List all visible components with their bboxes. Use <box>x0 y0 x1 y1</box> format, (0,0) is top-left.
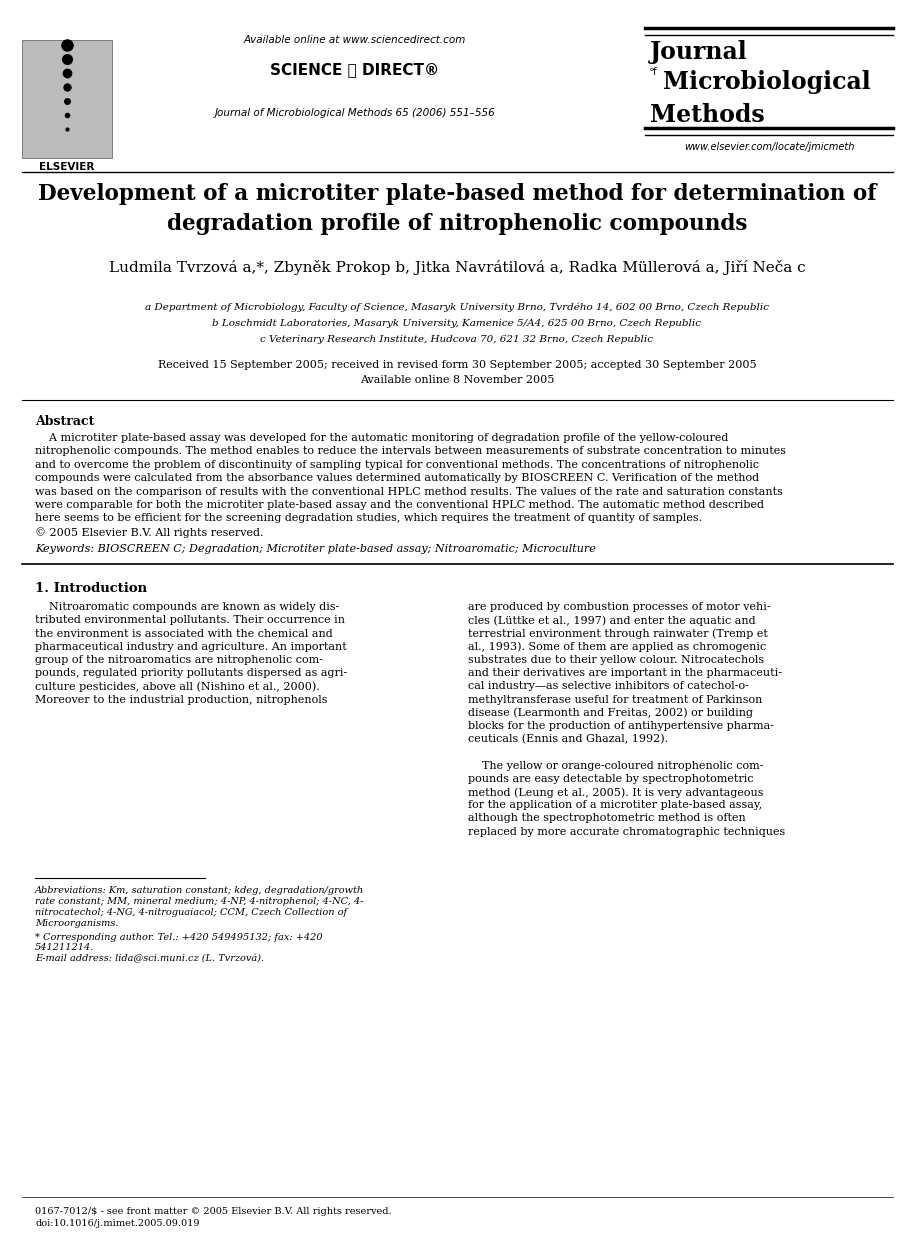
Text: 1. Introduction: 1. Introduction <box>35 582 147 595</box>
Text: pharmaceutical industry and agriculture. An important: pharmaceutical industry and agriculture.… <box>35 641 346 651</box>
Text: pounds are easy detectable by spectrophotometric: pounds are easy detectable by spectropho… <box>468 774 754 784</box>
Text: and to overcome the problem of discontinuity of sampling typical for conventiona: and to overcome the problem of discontin… <box>35 459 759 469</box>
Text: SCIENCE ⓓ DIRECT®: SCIENCE ⓓ DIRECT® <box>270 62 440 77</box>
Text: compounds were calculated from the absorbance values determined automatically by: compounds were calculated from the absor… <box>35 473 759 483</box>
Text: and their derivatives are important in the pharmaceuti-: and their derivatives are important in t… <box>468 669 782 678</box>
Text: the environment is associated with the chemical and: the environment is associated with the c… <box>35 629 333 639</box>
Text: Abstract: Abstract <box>35 415 94 428</box>
Text: Received 15 September 2005; received in revised form 30 September 2005; accepted: Received 15 September 2005; received in … <box>158 360 756 370</box>
Text: rate constant; MM, mineral medium; 4-NP, 4-nitrophenol; 4-NC, 4-: rate constant; MM, mineral medium; 4-NP,… <box>35 898 364 906</box>
Text: Journal of Microbiological Methods 65 (2006) 551–556: Journal of Microbiological Methods 65 (2… <box>215 108 495 118</box>
Text: 541211214.: 541211214. <box>35 943 94 952</box>
Text: Available online at www.sciencedirect.com: Available online at www.sciencedirect.co… <box>244 35 466 45</box>
Text: Keywords: BIOSCREEN C; Degradation; Microtiter plate-based assay; Nitroaromatic;: Keywords: BIOSCREEN C; Degradation; Micr… <box>35 545 596 555</box>
Text: ceuticals (Ennis and Ghazal, 1992).: ceuticals (Ennis and Ghazal, 1992). <box>468 734 668 744</box>
Text: © 2005 Elsevier B.V. All rights reserved.: © 2005 Elsevier B.V. All rights reserved… <box>35 527 264 537</box>
Text: method (Leung et al., 2005). It is very advantageous: method (Leung et al., 2005). It is very … <box>468 787 764 797</box>
Text: are produced by combustion processes of motor vehi-: are produced by combustion processes of … <box>468 602 771 613</box>
Text: pounds, regulated priority pollutants dispersed as agri-: pounds, regulated priority pollutants di… <box>35 669 347 678</box>
Text: methyltransferase useful for treatment of Parkinson: methyltransferase useful for treatment o… <box>468 695 763 704</box>
Text: Available online 8 November 2005: Available online 8 November 2005 <box>360 375 554 385</box>
Text: doi:10.1016/j.mimet.2005.09.019: doi:10.1016/j.mimet.2005.09.019 <box>35 1219 200 1228</box>
Text: ELSEVIER: ELSEVIER <box>39 162 94 172</box>
Text: Methods: Methods <box>650 103 765 128</box>
Text: al., 1993). Some of them are applied as chromogenic: al., 1993). Some of them are applied as … <box>468 641 766 652</box>
Text: * Corresponding author. Tel.: +420 549495132; fax: +420: * Corresponding author. Tel.: +420 54949… <box>35 933 323 942</box>
Text: tributed environmental pollutants. Their occurrence in: tributed environmental pollutants. Their… <box>35 615 345 625</box>
Text: ᵒf: ᵒf <box>650 67 658 77</box>
Text: replaced by more accurate chromatographic techniques: replaced by more accurate chromatographi… <box>468 827 785 837</box>
Text: was based on the comparison of results with the conventional HPLC method results: was based on the comparison of results w… <box>35 487 783 496</box>
Text: although the spectrophotometric method is often: although the spectrophotometric method i… <box>468 813 746 823</box>
Text: nitrophenolic compounds. The method enables to reduce the intervals between meas: nitrophenolic compounds. The method enab… <box>35 447 786 457</box>
Text: Microorganisms.: Microorganisms. <box>35 919 119 928</box>
Text: Development of a microtiter plate-based method for determination of: Development of a microtiter plate-based … <box>38 183 876 206</box>
Text: c Veterinary Research Institute, Hudcova 70, 621 32 Brno, Czech Republic: c Veterinary Research Institute, Hudcova… <box>260 335 654 344</box>
Text: Microbiological: Microbiological <box>663 71 871 94</box>
Text: The yellow or orange-coloured nitrophenolic com-: The yellow or orange-coloured nitropheno… <box>468 760 764 770</box>
Text: substrates due to their yellow colour. Nitrocatechols: substrates due to their yellow colour. N… <box>468 655 764 665</box>
Text: E-mail address: lida@sci.muni.cz (L. Tvrzová).: E-mail address: lida@sci.muni.cz (L. Tvr… <box>35 954 264 963</box>
Text: were comparable for both the microtiter plate-based assay and the conventional H: were comparable for both the microtiter … <box>35 500 764 510</box>
Text: Abbreviations: Km, saturation constant; kdeg, degradation/growth: Abbreviations: Km, saturation constant; … <box>35 886 364 895</box>
FancyBboxPatch shape <box>22 40 112 158</box>
Text: Nitroaromatic compounds are known as widely dis-: Nitroaromatic compounds are known as wid… <box>35 602 339 613</box>
Text: terrestrial environment through rainwater (Tremp et: terrestrial environment through rainwate… <box>468 629 768 639</box>
Text: for the application of a microtiter plate-based assay,: for the application of a microtiter plat… <box>468 800 762 810</box>
Text: nitrocatechol; 4-NG, 4-nitroguaiacol; CCM, Czech Collection of: nitrocatechol; 4-NG, 4-nitroguaiacol; CC… <box>35 907 347 917</box>
Text: cles (Lüttke et al., 1997) and enter the aquatic and: cles (Lüttke et al., 1997) and enter the… <box>468 615 756 626</box>
Text: group of the nitroaromatics are nitrophenolic com-: group of the nitroaromatics are nitrophe… <box>35 655 323 665</box>
Text: www.elsevier.com/locate/jmicmeth: www.elsevier.com/locate/jmicmeth <box>684 142 854 152</box>
Text: cal industry—as selective inhibitors of catechol-o-: cal industry—as selective inhibitors of … <box>468 681 749 691</box>
Text: blocks for the production of antihypertensive pharma-: blocks for the production of antihyperte… <box>468 721 774 730</box>
Text: 0167-7012/$ - see front matter © 2005 Elsevier B.V. All rights reserved.: 0167-7012/$ - see front matter © 2005 El… <box>35 1207 392 1216</box>
Text: Journal: Journal <box>650 40 747 64</box>
Text: degradation profile of nitrophenolic compounds: degradation profile of nitrophenolic com… <box>167 213 747 235</box>
Text: culture pesticides, above all (Nishino et al., 2000).: culture pesticides, above all (Nishino e… <box>35 681 320 692</box>
Text: A microtiter plate-based assay was developed for the automatic monitoring of deg: A microtiter plate-based assay was devel… <box>35 433 728 443</box>
Text: disease (Learmonth and Freitas, 2002) or building: disease (Learmonth and Freitas, 2002) or… <box>468 708 753 718</box>
Text: b Loschmidt Laboratories, Masaryk University, Kamenice 5/A4, 625 00 Brno, Czech : b Loschmidt Laboratories, Masaryk Univer… <box>212 319 701 328</box>
Text: here seems to be efficient for the screening degradation studies, which requires: here seems to be efficient for the scree… <box>35 514 702 524</box>
Text: Moreover to the industrial production, nitrophenols: Moreover to the industrial production, n… <box>35 695 327 704</box>
Text: a Department of Microbiology, Faculty of Science, Masaryk University Brno, Tvrdé: a Department of Microbiology, Faculty of… <box>145 303 769 312</box>
Text: Ludmila Tvrzová a,*, Zbyněk Prokop b, Jitka Navrátilová a, Radka Müllerová a, Ji: Ludmila Tvrzová a,*, Zbyněk Prokop b, Ji… <box>109 260 805 275</box>
